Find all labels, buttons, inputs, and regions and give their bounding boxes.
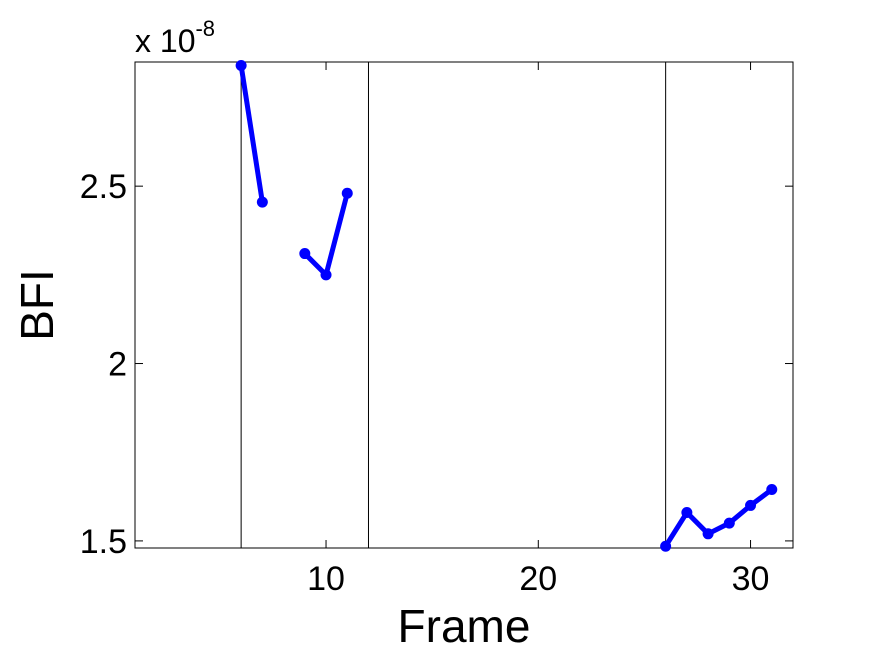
data-point: [256, 196, 268, 208]
data-point: [745, 499, 757, 511]
y-axis-title: BFI: [11, 269, 63, 341]
plot-area: [134, 61, 794, 549]
data-point: [702, 528, 714, 540]
x-axis-ticks: 10 20 30: [307, 62, 769, 598]
data-point: [299, 248, 311, 260]
data-series: [235, 60, 778, 552]
data-point: [341, 187, 353, 199]
data-point: [235, 60, 247, 72]
y-tick-label: 1.5: [80, 523, 127, 561]
data-point: [320, 269, 332, 281]
y-axis-ticks: 1.5 2 2.5: [80, 168, 793, 561]
x-axis-title: Frame: [398, 600, 531, 652]
y-scale-exponent: -8: [195, 16, 215, 41]
series-line-segment: [238, 63, 265, 205]
data-point: [723, 517, 735, 529]
x-tick-label: 30: [732, 560, 770, 598]
y-tick-label: 2: [108, 346, 127, 384]
data-point: [660, 540, 672, 552]
x-tick-label: 10: [307, 560, 345, 598]
y-scale-factor: x 10-8: [135, 16, 215, 59]
vertical-marker-lines: [240, 62, 667, 548]
x-tick-label: 20: [519, 560, 557, 598]
y-tick-label: 2.5: [80, 168, 127, 206]
data-point: [766, 483, 778, 495]
data-point: [681, 507, 693, 519]
y-scale-base: x 10: [135, 23, 195, 59]
